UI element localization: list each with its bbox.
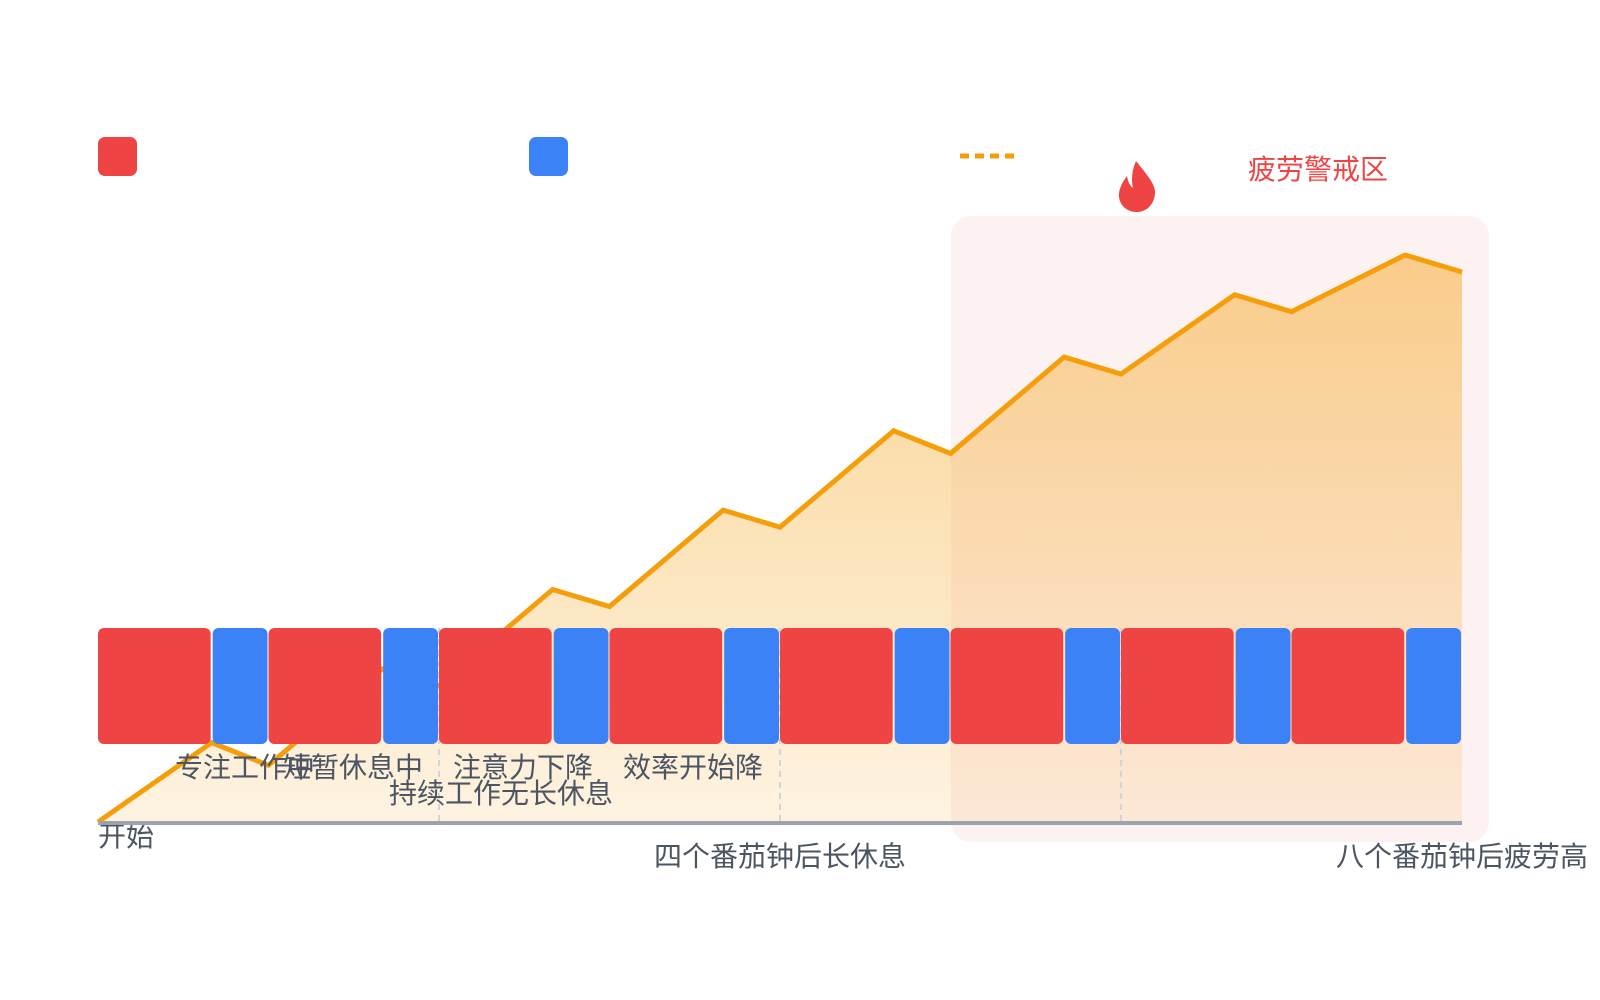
axis-label: 八个番茄钟后疲劳高 [1336, 840, 1588, 873]
axis-label: 开始 [98, 820, 154, 853]
break-block [212, 628, 268, 744]
break-block [1406, 628, 1461, 744]
focus-block [950, 628, 1064, 744]
note: 短暂休息中 [283, 751, 423, 784]
axis-label: 四个番茄钟后长休息 [654, 840, 906, 873]
break-block [1065, 628, 1120, 744]
break-block [383, 628, 438, 744]
note: 注意力下降 [453, 751, 593, 784]
focus-block [780, 628, 893, 744]
legend-swatch-break [529, 137, 568, 176]
note: 效率开始降 [623, 751, 763, 784]
focus-block [1291, 628, 1405, 744]
break-block [724, 628, 779, 744]
note: 持续工作无长休息 [389, 777, 613, 810]
zone-label: 疲劳警戒区 [1248, 153, 1388, 186]
focus-block [609, 628, 723, 744]
focus-block [98, 628, 211, 744]
focus-block [268, 628, 382, 744]
focus-block [439, 628, 552, 744]
break-block [553, 628, 609, 744]
note: 专注工作中 [175, 751, 315, 784]
flame-icon [1118, 161, 1156, 212]
break-block [894, 628, 950, 744]
break-block [1235, 628, 1291, 744]
focus-block [1121, 628, 1234, 744]
legend-swatch-focus [98, 137, 137, 176]
